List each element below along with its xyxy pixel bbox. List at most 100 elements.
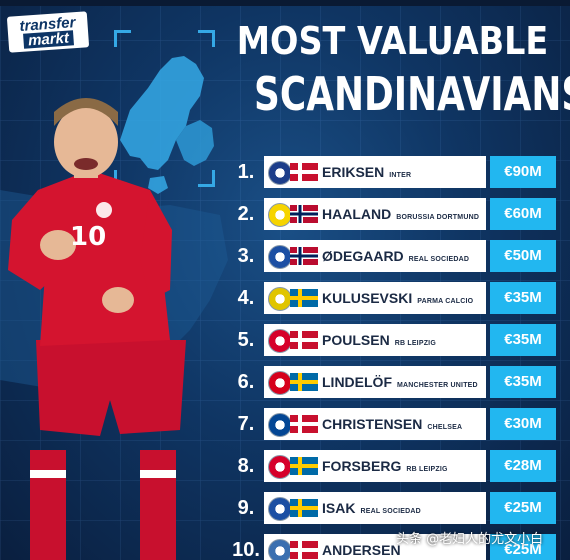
market-value: €28M <box>490 450 556 482</box>
ranking-row: 3. ØDEGAARD REAL SOCIEDAD €50M <box>228 240 558 272</box>
player-name: ØDEGAARD REAL SOCIEDAD <box>322 240 469 272</box>
rank-number: 9. <box>237 497 255 519</box>
player-name-text: HAALAND <box>322 206 392 222</box>
rank-number: 4. <box>237 287 255 309</box>
rank-number: 8. <box>237 455 255 477</box>
club-name: CHELSEA <box>427 424 463 431</box>
player-name: POULSEN RB LEIPZIG <box>322 324 436 356</box>
rank-number: 10. <box>232 539 260 560</box>
club-name: MANCHESTER UNITED <box>397 382 478 389</box>
market-value: €90M <box>490 156 556 188</box>
sweden-flag-icon <box>290 373 318 391</box>
title-line-1: MOST VALUABLE <box>236 19 549 63</box>
club-badge-icon <box>268 455 292 479</box>
market-value: €30M <box>490 408 556 440</box>
club-name: REAL SOCIEDAD <box>360 508 421 515</box>
club-badge-icon <box>268 539 292 560</box>
player-bar: KULUSEVSKI PARMA CALCIO <box>264 282 486 314</box>
sweden-flag-icon <box>290 499 318 517</box>
club-badge-icon <box>268 497 292 521</box>
player-name-text: ISAK <box>322 500 356 516</box>
player-bar: HAALAND BORUSSIA DORTMUND <box>264 198 486 230</box>
club-badge-icon <box>268 203 292 227</box>
player-name-text: POULSEN <box>322 332 390 348</box>
player-name-text: ØDEGAARD <box>322 248 404 264</box>
player-name: FORSBERG RB LEIPZIG <box>322 450 448 482</box>
club-badge-icon <box>268 413 292 437</box>
market-value: €25M <box>490 534 556 560</box>
ranking-row: 8. FORSBERG RB LEIPZIG €28M <box>228 450 558 482</box>
ranking-row: 10. ANDERSEN €25M <box>228 534 558 560</box>
frame-corner <box>198 170 215 187</box>
market-value: €35M <box>490 366 556 398</box>
player-name: KULUSEVSKI PARMA CALCIO <box>322 282 473 314</box>
player-bar: ERIKSEN INTER <box>264 156 486 188</box>
ranking-row: 9. ISAK REAL SOCIEDAD €25M <box>228 492 558 524</box>
club-name: PARMA CALCIO <box>417 298 474 305</box>
player-name: ISAK REAL SOCIEDAD <box>322 492 421 524</box>
rank-number: 6. <box>237 371 255 393</box>
denmark-flag-icon <box>290 163 318 181</box>
player-bar: ØDEGAARD REAL SOCIEDAD <box>264 240 486 272</box>
club-badge-icon <box>268 329 292 353</box>
player-name: CHRISTENSEN CHELSEA <box>322 408 462 440</box>
ranking-row: 5. POULSEN RB LEIPZIG €35M <box>228 324 558 356</box>
player-bar: ISAK REAL SOCIEDAD <box>264 492 486 524</box>
market-value: €35M <box>490 324 556 356</box>
market-value: €35M <box>490 282 556 314</box>
ranking-row: 7. CHRISTENSEN CHELSEA €30M <box>228 408 558 440</box>
player-name: LINDELÖF MANCHESTER UNITED <box>322 366 478 398</box>
ranking-row: 2. HAALAND BORUSSIA DORTMUND €60M <box>228 198 558 230</box>
denmark-flag-icon <box>290 415 318 433</box>
player-bar: CHRISTENSEN CHELSEA <box>264 408 486 440</box>
club-name: REAL SOCIEDAD <box>408 256 470 263</box>
club-badge-icon <box>268 245 292 269</box>
rank-number: 7. <box>237 413 255 435</box>
club-name: BORUSSIA DORTMUND <box>396 214 480 221</box>
player-bar: POULSEN RB LEIPZIG <box>264 324 486 356</box>
club-name: RB LEIPZIG <box>394 340 436 347</box>
watermark: 头条 @老妇人的尤文小白 <box>396 532 544 547</box>
club-badge-icon <box>268 161 292 185</box>
market-value: €25M <box>490 492 556 524</box>
club-badge-icon <box>268 371 292 395</box>
player-name-text: ERIKSEN <box>322 164 385 180</box>
sweden-flag-icon <box>290 457 318 475</box>
player-name: ANDERSEN <box>322 534 401 560</box>
club-name: RB LEIPZIG <box>406 466 448 473</box>
player-bar: FORSBERG RB LEIPZIG <box>264 450 486 482</box>
norway-flag-icon <box>290 247 318 265</box>
rank-number: 1. <box>237 161 255 183</box>
ranking-row: 1. ERIKSEN INTER €90M <box>228 156 558 188</box>
rank-number: 5. <box>237 329 255 351</box>
page-title: MOST VALUABLE SCANDINAVIANS <box>215 18 570 122</box>
player-name-text: CHRISTENSEN <box>322 416 423 432</box>
frame-corner <box>198 30 215 47</box>
market-value: €50M <box>490 240 556 272</box>
player-name-text: LINDELÖF <box>322 374 392 390</box>
club-badge-icon <box>268 287 292 311</box>
title-line-2: SCANDINAVIANS <box>254 67 570 121</box>
club-name: INTER <box>389 172 412 179</box>
ranking-row: 4. KULUSEVSKI PARMA CALCIO €35M <box>228 282 558 314</box>
player-name-text: KULUSEVSKI <box>322 290 413 306</box>
ranking-row: 6. LINDELÖF MANCHESTER UNITED €35M <box>228 366 558 398</box>
denmark-flag-icon <box>290 541 318 559</box>
denmark-flag-icon <box>290 331 318 349</box>
player-bar: ANDERSEN <box>264 534 486 560</box>
player-name-text: FORSBERG <box>322 458 402 474</box>
sweden-flag-icon <box>290 289 318 307</box>
shirt-number: 10 <box>70 222 107 252</box>
player-bar: LINDELÖF MANCHESTER UNITED <box>264 366 486 398</box>
market-value: €60M <box>490 198 556 230</box>
player-name: HAALAND BORUSSIA DORTMUND <box>322 198 479 230</box>
player-name: ERIKSEN INTER <box>322 156 411 188</box>
player-name-text: ANDERSEN <box>322 542 401 558</box>
top-strip <box>0 0 570 6</box>
rank-number: 3. <box>237 245 255 267</box>
norway-flag-icon <box>290 205 318 223</box>
rank-number: 2. <box>237 203 255 225</box>
frame-corner <box>114 30 131 47</box>
